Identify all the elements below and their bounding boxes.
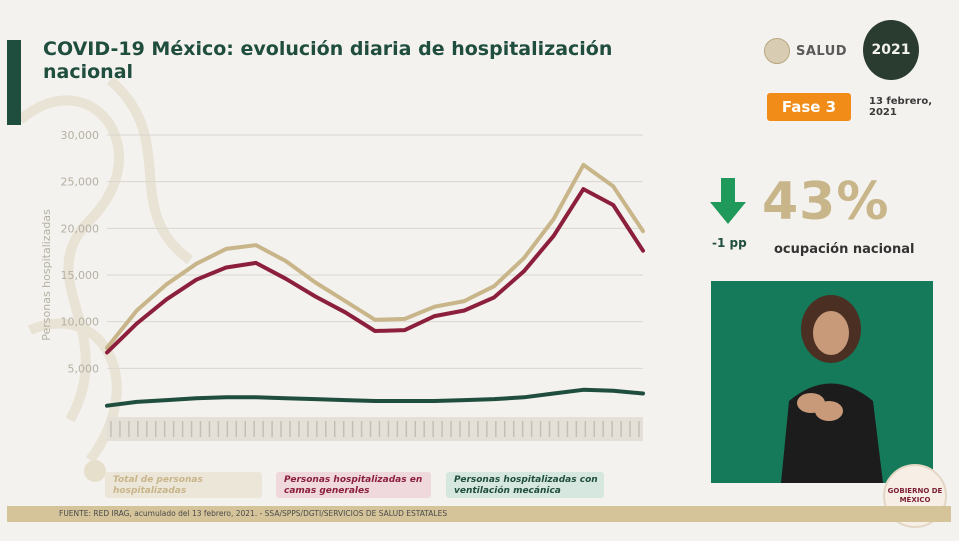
data-point bbox=[462, 308, 466, 313]
data-point bbox=[194, 278, 198, 282]
kpi-percent: 43% bbox=[762, 172, 890, 232]
data-point bbox=[641, 249, 645, 253]
logo-year: 2021 bbox=[871, 42, 911, 58]
data-point bbox=[373, 399, 377, 403]
data-point bbox=[641, 229, 645, 233]
sign-language-video bbox=[711, 281, 933, 483]
data-point bbox=[343, 310, 347, 314]
x-axis-band bbox=[107, 417, 643, 441]
data-point bbox=[194, 262, 198, 266]
data-point bbox=[135, 400, 139, 404]
interpreter-figure bbox=[781, 295, 883, 483]
data-point bbox=[581, 388, 586, 392]
data-point bbox=[581, 163, 586, 167]
data-point bbox=[105, 350, 109, 355]
data-point bbox=[105, 404, 109, 408]
data-point bbox=[403, 328, 407, 332]
data-point bbox=[224, 395, 228, 399]
gob-label: GOBIERNO DE MÉXICO bbox=[887, 487, 943, 504]
kpi-change: -1 pp bbox=[712, 236, 747, 250]
data-point bbox=[254, 243, 258, 247]
data-point bbox=[462, 299, 466, 303]
data-point bbox=[403, 399, 407, 403]
y-tick-label: 30,000 bbox=[61, 129, 100, 142]
data-point bbox=[552, 217, 556, 221]
data-point bbox=[552, 391, 556, 396]
data-point bbox=[552, 234, 556, 238]
series-line-ventilation bbox=[105, 387, 645, 408]
legend-total: Total de personas hospitalizadas bbox=[105, 472, 262, 498]
data-point bbox=[313, 397, 318, 401]
data-point bbox=[403, 317, 407, 321]
source-footer: FUENTE: RED IRAG, acumulado del 13 febre… bbox=[7, 506, 951, 522]
data-point bbox=[641, 391, 645, 396]
data-point bbox=[284, 277, 288, 281]
data-point bbox=[373, 329, 377, 333]
data-point bbox=[164, 282, 169, 286]
data-point bbox=[105, 346, 109, 350]
y-tick-label: 25,000 bbox=[61, 176, 100, 189]
data-point bbox=[492, 284, 496, 288]
title-accent-bar bbox=[7, 40, 21, 125]
data-point bbox=[135, 321, 139, 326]
data-point bbox=[522, 269, 526, 273]
data-point bbox=[343, 398, 347, 402]
kpi-label: ocupación nacional bbox=[774, 242, 915, 257]
salud-logo: SALUD bbox=[764, 38, 847, 64]
salud-label: SALUD bbox=[796, 43, 848, 59]
page-title: COVID-19 México: evolución diaria de hos… bbox=[43, 38, 613, 83]
data-point bbox=[343, 299, 347, 303]
data-point bbox=[522, 256, 526, 260]
data-point bbox=[194, 396, 198, 400]
y-tick-label: 15,000 bbox=[61, 269, 100, 282]
legend-general: Personas hospitalizadas en camas general… bbox=[276, 472, 431, 498]
y-axis-label: Personas hospitalizadas bbox=[40, 209, 53, 341]
fase-badge: Fase 3 bbox=[767, 93, 851, 121]
data-point bbox=[432, 305, 437, 309]
data-point bbox=[492, 397, 496, 401]
seal-icon bbox=[764, 38, 790, 64]
data-point bbox=[611, 184, 615, 188]
hospitalization-chart: 5,000 10,000 15,000 20,000 25,000 30,000 Perso… bbox=[40, 129, 645, 441]
data-point bbox=[254, 261, 258, 265]
y-tick-label: 10,000 bbox=[61, 316, 100, 329]
arrow-down-icon bbox=[710, 178, 746, 224]
data-point bbox=[492, 295, 496, 299]
data-point bbox=[284, 259, 288, 263]
data-point bbox=[432, 314, 437, 318]
data-point bbox=[135, 308, 139, 313]
data-point bbox=[164, 297, 169, 301]
legend-ventilation: Personas hospitalizadas con ventilación … bbox=[446, 472, 604, 498]
data-point bbox=[164, 398, 169, 402]
data-point bbox=[224, 265, 228, 270]
report-date: 13 febrero, 2021 bbox=[869, 96, 933, 118]
data-point bbox=[611, 389, 615, 393]
data-point bbox=[254, 395, 258, 399]
legend-seal-icon bbox=[84, 460, 106, 482]
logo-2021: 2021 bbox=[863, 20, 919, 80]
data-point bbox=[581, 187, 586, 191]
y-tick-label: 20,000 bbox=[61, 222, 100, 235]
data-point bbox=[313, 294, 318, 299]
data-point bbox=[224, 247, 228, 251]
data-point bbox=[611, 203, 615, 207]
data-point bbox=[284, 396, 288, 400]
data-point bbox=[522, 395, 526, 399]
y-tick-label: 5,000 bbox=[68, 362, 100, 375]
data-point bbox=[462, 398, 466, 402]
data-point bbox=[432, 399, 437, 403]
data-point bbox=[373, 318, 377, 322]
data-point bbox=[313, 280, 318, 285]
